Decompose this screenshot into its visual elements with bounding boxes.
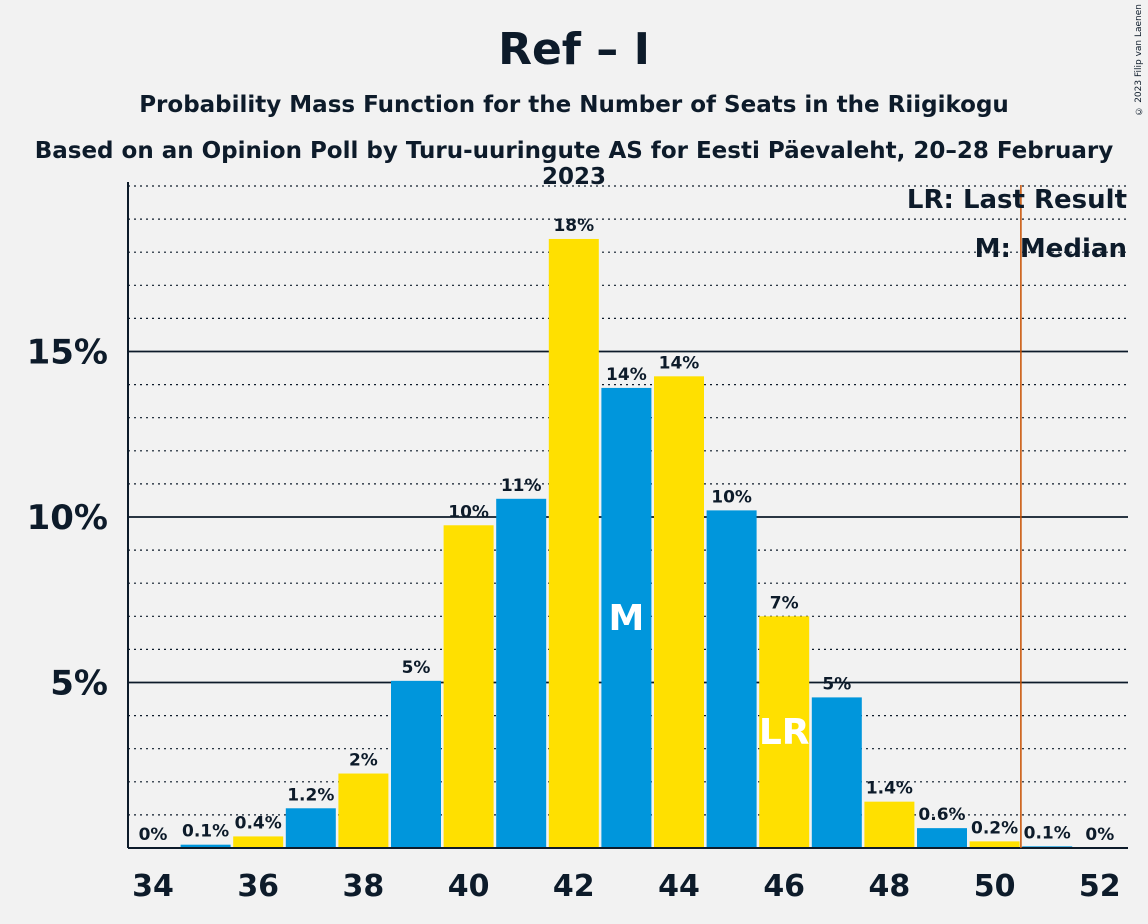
chart-title: Ref – I: [498, 24, 650, 75]
bar-seat-41: [496, 498, 547, 848]
data-label: 0.6%: [918, 805, 965, 825]
bar-seat-42: [548, 238, 599, 848]
data-label: 14%: [659, 353, 700, 373]
axes-group: 5% 10% 15% 34 36 38 40 42 44 46 48 50 52: [27, 182, 1128, 904]
legend-last-result: LR: Last Result: [907, 185, 1127, 215]
y-tick-label: 5%: [50, 664, 108, 704]
data-label: 7%: [770, 593, 799, 613]
x-tick-label: 38: [343, 869, 385, 904]
y-tick-label: 10%: [27, 498, 108, 538]
x-tick-label: 36: [237, 869, 279, 904]
x-tick-label: 42: [553, 869, 595, 904]
x-tick-label: 50: [974, 869, 1016, 904]
bar-seat-36: [233, 836, 284, 848]
bar-seat-39: [391, 680, 441, 848]
data-label: 0.1%: [182, 822, 229, 842]
x-tick-label: 48: [869, 869, 911, 904]
bar-seat-35: [180, 844, 231, 848]
legend-median: M: Median: [975, 234, 1127, 264]
median-marker: M: [608, 598, 644, 639]
x-tick-label: 52: [1079, 869, 1121, 904]
bar-seat-37: [285, 808, 336, 848]
data-label: 11%: [501, 476, 542, 496]
data-label: 0.1%: [1024, 823, 1071, 843]
bar-seat-45: [706, 510, 757, 848]
bar-seat-48: [864, 801, 915, 848]
bar-seat-43: [601, 387, 652, 848]
bar-seat-44: [654, 376, 704, 848]
chart-subtitle: Probability Mass Function for the Number…: [139, 92, 1009, 118]
bar-seat-46: [759, 616, 810, 848]
bar-seat-40: [443, 525, 494, 848]
data-label: 18%: [553, 216, 594, 236]
bar-seat-47: [811, 697, 862, 848]
data-label: 5%: [822, 674, 851, 694]
bar-seat-38: [338, 773, 389, 848]
bars-group: [180, 238, 1073, 848]
x-tick-label: 40: [448, 869, 490, 904]
x-tick-label: 34: [132, 869, 174, 904]
data-label: 1.4%: [866, 779, 913, 799]
data-label: 2%: [349, 751, 378, 771]
chart-source-line: Based on an Opinion Poll by Turu-uuringu…: [34, 138, 1114, 190]
data-labels-group: 0% 0.1% 0.4%1.2% 2% 5% 10% 11% 18% 14% 14% 10% 7% 5%…: [139, 216, 1115, 845]
data-label: 10%: [448, 502, 489, 522]
data-label: 1.2%: [287, 785, 334, 805]
data-label: 14%: [606, 365, 647, 385]
x-tick-label: 44: [658, 869, 700, 904]
last-result-marker: LR: [759, 712, 810, 753]
data-label: 0%: [1085, 825, 1114, 845]
x-tick-label: 46: [763, 869, 805, 904]
bar-seat-50: [969, 841, 1020, 848]
data-label: 0.2%: [971, 818, 1018, 838]
data-label: 5%: [402, 658, 431, 678]
data-label: 0.4%: [235, 813, 282, 833]
data-label: 10%: [711, 487, 752, 507]
data-label: 0%: [139, 825, 168, 845]
y-tick-label: 15%: [27, 333, 108, 373]
bar-seat-49: [917, 828, 967, 848]
